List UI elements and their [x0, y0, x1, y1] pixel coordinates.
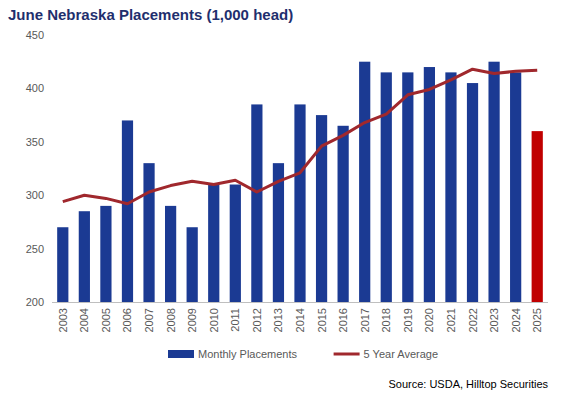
- x-tick-label: 2022: [467, 308, 479, 332]
- y-tick-label: 250: [26, 243, 44, 255]
- legend-label: 5 Year Average: [364, 348, 438, 360]
- x-tick-label: 2023: [488, 308, 500, 332]
- y-tick: [49, 88, 52, 89]
- x-tick-label: 2020: [423, 308, 435, 332]
- x-tick-label: 2012: [251, 308, 263, 332]
- y-tick-label: 450: [26, 29, 44, 41]
- bar: [165, 206, 176, 302]
- x-tick-label: 2010: [208, 308, 220, 332]
- bar: [532, 131, 543, 302]
- bar: [424, 67, 435, 302]
- y-tick: [49, 141, 52, 142]
- bar: [100, 206, 111, 302]
- bar: [187, 227, 198, 302]
- x-tick-label: 2016: [337, 308, 349, 332]
- y-tick-label: 200: [26, 296, 44, 308]
- y-tick-label: 350: [26, 136, 44, 148]
- chart: June Nebraska Placements (1,000 head) 200…: [0, 0, 575, 397]
- x-tick-label: 2008: [165, 308, 177, 332]
- line: [63, 69, 537, 204]
- bar: [57, 227, 68, 302]
- y-tick: [49, 35, 52, 36]
- x-tick-label: 2021: [445, 308, 457, 332]
- bar: [143, 163, 154, 302]
- y-tick-label: 400: [26, 82, 44, 94]
- title: June Nebraska Placements (1,000 head): [8, 6, 293, 23]
- legend-label: Monthly Placements: [198, 348, 298, 360]
- bar: [445, 72, 456, 302]
- bar: [467, 83, 478, 302]
- bar: [510, 72, 521, 302]
- x-tick-label: 2005: [100, 308, 112, 332]
- plot-area: [57, 62, 543, 302]
- x-tick-label: 2018: [380, 308, 392, 332]
- x-tick-label: 2006: [121, 308, 133, 332]
- x-tick-label: 2013: [272, 308, 284, 332]
- source-note: Source: USDA, Hilltop Securities: [388, 378, 548, 390]
- bar: [251, 104, 262, 302]
- bar: [402, 72, 413, 302]
- bar: [79, 211, 90, 302]
- x-tick-label: 2003: [57, 308, 69, 332]
- bar: [294, 104, 305, 302]
- bar: [381, 72, 392, 302]
- y-tick: [49, 248, 52, 249]
- bar: [122, 120, 133, 302]
- x-tick-label: 2019: [402, 308, 414, 332]
- x-tick-label: 2007: [143, 308, 155, 332]
- x-axis: [52, 302, 548, 303]
- x-tick-label: 2004: [78, 308, 90, 332]
- legend-swatch: [334, 353, 360, 356]
- y-tick-label: 300: [26, 189, 44, 201]
- x-tick-label: 2017: [359, 308, 371, 332]
- bar: [338, 126, 349, 302]
- y-tick: [49, 302, 52, 303]
- x-tick-label: 2009: [186, 308, 198, 332]
- x-tick-label: 2015: [316, 308, 328, 332]
- x-tick-label: 2025: [531, 308, 543, 332]
- legend-swatch: [168, 350, 194, 358]
- x-tick-label: 2014: [294, 308, 306, 332]
- bar: [359, 62, 370, 302]
- y-tick: [49, 195, 52, 196]
- bar: [208, 185, 219, 302]
- x-tick-label: 2011: [229, 308, 241, 332]
- x-tick-label: 2024: [510, 308, 522, 332]
- bar: [230, 185, 241, 302]
- bar: [488, 62, 499, 302]
